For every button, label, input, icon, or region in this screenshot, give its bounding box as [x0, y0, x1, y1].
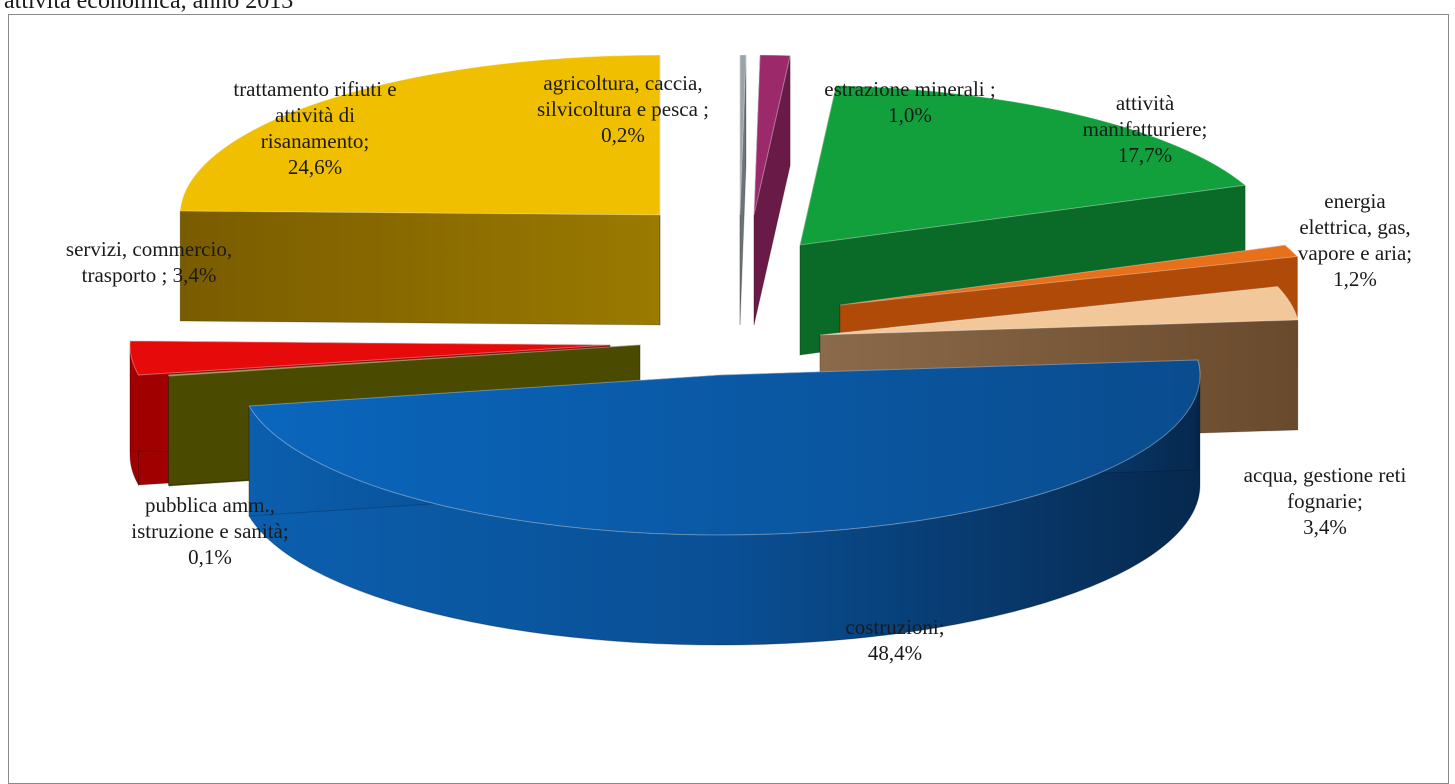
- data-label-5: energia elettrica, gas, vapore e aria; 1…: [1297, 189, 1413, 291]
- data-label-6: servizi, commercio, trasporto ; 3,4%: [65, 237, 233, 287]
- data-label-1: trattamento rifiuti e attività di risana…: [233, 77, 397, 179]
- data-label-8: pubblica amm., istruzione e sanità; 0,1%: [131, 493, 289, 569]
- data-label-9: costruzioni; 48,4%: [845, 615, 945, 665]
- data-label-7: acqua, gestione reti fognarie; 3,4%: [1243, 463, 1407, 539]
- data-label-4: attività manifatturiere; 17,7%: [1082, 91, 1208, 167]
- pie-slice-2: [753, 54, 791, 326]
- data-label-2: agricoltura, caccia, silvicoltura e pesc…: [536, 71, 710, 147]
- chart-title: attività economica, anno 2013: [4, 0, 294, 14]
- pie-slice-6: [248, 359, 1201, 646]
- data-label-3: estrazione minerali ; 1,0%: [824, 77, 996, 127]
- pie-slice-9: [179, 54, 661, 326]
- pie-slice-1: [739, 54, 747, 326]
